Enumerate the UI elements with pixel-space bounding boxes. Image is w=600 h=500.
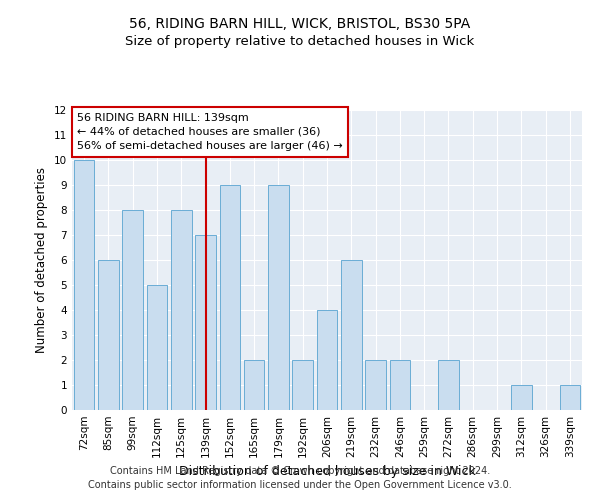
Bar: [122, 210, 143, 410]
Bar: [244, 360, 265, 410]
Bar: [341, 260, 362, 410]
Bar: [389, 360, 410, 410]
Bar: [146, 285, 167, 410]
Text: 56, RIDING BARN HILL, WICK, BRISTOL, BS30 5PA: 56, RIDING BARN HILL, WICK, BRISTOL, BS3…: [130, 18, 470, 32]
Bar: [220, 185, 240, 410]
Bar: [511, 385, 532, 410]
Y-axis label: Number of detached properties: Number of detached properties: [35, 167, 49, 353]
X-axis label: Distribution of detached houses by size in Wick: Distribution of detached houses by size …: [179, 466, 475, 478]
Bar: [268, 185, 289, 410]
Bar: [195, 235, 216, 410]
Text: 56 RIDING BARN HILL: 139sqm
← 44% of detached houses are smaller (36)
56% of sem: 56 RIDING BARN HILL: 139sqm ← 44% of det…: [77, 113, 343, 151]
Bar: [74, 160, 94, 410]
Bar: [171, 210, 191, 410]
Bar: [292, 360, 313, 410]
Bar: [365, 360, 386, 410]
Bar: [438, 360, 459, 410]
Bar: [560, 385, 580, 410]
Text: Size of property relative to detached houses in Wick: Size of property relative to detached ho…: [125, 35, 475, 48]
Text: Contains HM Land Registry data © Crown copyright and database right 2024.
Contai: Contains HM Land Registry data © Crown c…: [88, 466, 512, 490]
Bar: [317, 310, 337, 410]
Bar: [98, 260, 119, 410]
